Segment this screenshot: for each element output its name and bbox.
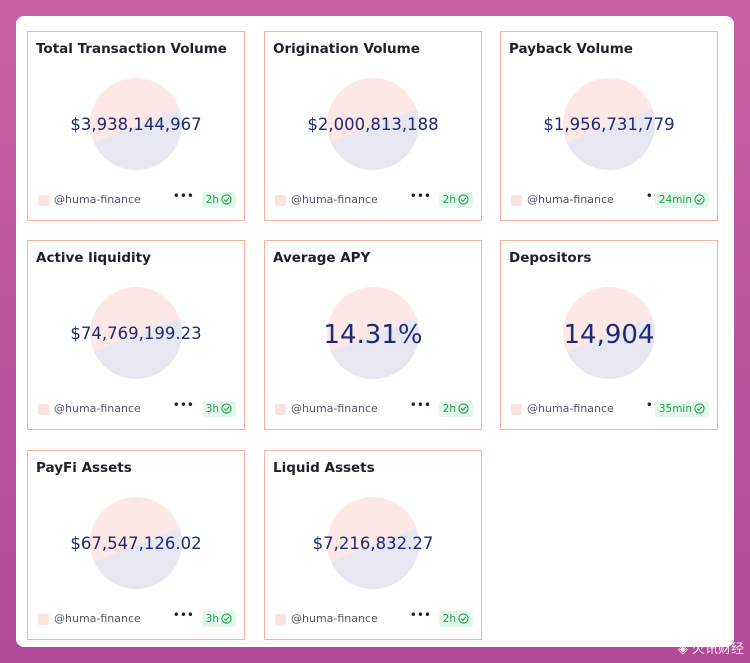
badge-label: 24min xyxy=(658,194,692,206)
pie-graphic xyxy=(90,287,182,379)
badge-label: 2h xyxy=(442,194,456,206)
badge-label: 3h xyxy=(205,403,219,415)
freshness-badge: 24min xyxy=(654,192,709,208)
card-title: PayFi Assets xyxy=(36,460,132,476)
card-title: Average APY xyxy=(273,250,371,266)
pie-graphic xyxy=(327,287,419,379)
metric-card-average-apy[interactable]: Average APY 14.31% @huma-finance ••• 2h xyxy=(264,240,482,430)
metric-card-payback-volume[interactable]: Payback Volume $1,956,731,779 @huma-fina… xyxy=(500,31,718,221)
pie-graphic xyxy=(327,497,419,589)
pie-graphic xyxy=(327,78,419,170)
author-handle[interactable]: @huma-finance xyxy=(291,402,378,415)
check-circle-icon xyxy=(458,403,469,414)
freshness-badge: 35min xyxy=(654,401,709,417)
card-footer: @huma-finance ••• 2h xyxy=(273,189,473,210)
check-circle-icon xyxy=(458,613,469,624)
more-options-icon[interactable]: ••• xyxy=(409,189,431,203)
check-circle-icon xyxy=(221,194,232,205)
card-footer: @huma-finance ••• 2h xyxy=(273,608,473,629)
pie-graphic xyxy=(90,78,182,170)
avatar xyxy=(275,404,286,415)
watermark: ◈ 火讯财经 xyxy=(677,642,744,657)
avatar xyxy=(38,614,49,625)
metric-card-active-liquidity[interactable]: Active liquidity $74,769,199.23 @huma-fi… xyxy=(27,240,245,430)
pie-graphic xyxy=(563,287,655,379)
check-circle-icon xyxy=(694,194,705,205)
card-title: Active liquidity xyxy=(36,250,151,266)
metric-card-payfi-assets[interactable]: PayFi Assets $67,547,126.02 @huma-financ… xyxy=(27,450,245,640)
badge-label: 3h xyxy=(205,613,219,625)
more-options-icon[interactable]: ••• xyxy=(409,398,431,412)
metric-value: $7,216,832.27 xyxy=(312,534,434,553)
check-circle-icon xyxy=(694,403,705,414)
badge-label: 2h xyxy=(442,403,456,415)
badge-label: 2h xyxy=(205,194,219,206)
check-circle-icon xyxy=(458,194,469,205)
more-options-icon[interactable]: ••• xyxy=(172,189,194,203)
author-handle[interactable]: @huma-finance xyxy=(527,193,614,206)
dashboard-panel: Total Transaction Volume $3,938,144,967 … xyxy=(16,16,734,647)
freshness-badge: 2h xyxy=(438,611,473,627)
metric-value: 14.31% xyxy=(323,320,423,350)
author-handle[interactable]: @huma-finance xyxy=(527,402,614,415)
freshness-badge: 3h xyxy=(201,401,236,417)
pie-graphic xyxy=(90,497,182,589)
avatar xyxy=(38,195,49,206)
metric-card-depositors[interactable]: Depositors 14,904 @huma-finance ••• 35mi… xyxy=(500,240,718,430)
metric-card-total-transaction-volume[interactable]: Total Transaction Volume $3,938,144,967 … xyxy=(27,31,245,221)
author-handle[interactable]: @huma-finance xyxy=(54,612,141,625)
freshness-badge: 3h xyxy=(201,611,236,627)
author-handle[interactable]: @huma-finance xyxy=(54,193,141,206)
avatar xyxy=(511,195,522,206)
avatar xyxy=(38,404,49,415)
check-circle-icon xyxy=(221,403,232,414)
card-footer: @huma-finance ••• 2h xyxy=(273,398,473,419)
pie-graphic xyxy=(563,78,655,170)
metric-value: $67,547,126.02 xyxy=(70,534,202,553)
metric-value: $3,938,144,967 xyxy=(70,115,202,134)
card-footer: @huma-finance ••• 3h xyxy=(36,398,236,419)
freshness-badge: 2h xyxy=(201,192,236,208)
card-title: Depositors xyxy=(509,250,592,266)
avatar xyxy=(275,195,286,206)
card-title: Total Transaction Volume xyxy=(36,41,227,57)
metric-value: $1,956,731,779 xyxy=(543,115,675,134)
freshness-badge: 2h xyxy=(438,401,473,417)
card-footer: @huma-finance ••• 3h xyxy=(36,608,236,629)
metric-card-origination-volume[interactable]: Origination Volume $2,000,813,188 @huma-… xyxy=(264,31,482,221)
card-footer: @huma-finance ••• 2h xyxy=(36,189,236,210)
metric-card-liquid-assets[interactable]: Liquid Assets $7,216,832.27 @huma-financ… xyxy=(264,450,482,640)
avatar xyxy=(275,614,286,625)
more-options-icon[interactable]: ••• xyxy=(409,608,431,622)
author-handle[interactable]: @huma-finance xyxy=(291,612,378,625)
badge-label: 2h xyxy=(442,613,456,625)
card-footer: @huma-finance ••• 35min xyxy=(509,398,709,419)
more-options-icon[interactable]: ••• xyxy=(172,398,194,412)
metric-value: 14,904 xyxy=(563,320,655,350)
card-title: Liquid Assets xyxy=(273,460,375,476)
check-circle-icon xyxy=(221,613,232,624)
card-footer: @huma-finance ••• 24min xyxy=(509,189,709,210)
metric-value: $74,769,199.23 xyxy=(70,324,202,343)
author-handle[interactable]: @huma-finance xyxy=(291,193,378,206)
more-options-icon[interactable]: ••• xyxy=(172,608,194,622)
metric-value: $2,000,813,188 xyxy=(307,115,439,134)
avatar xyxy=(511,404,522,415)
card-title: Payback Volume xyxy=(509,41,633,57)
badge-label: 35min xyxy=(658,403,692,415)
freshness-badge: 2h xyxy=(438,192,473,208)
card-title: Origination Volume xyxy=(273,41,420,57)
author-handle[interactable]: @huma-finance xyxy=(54,402,141,415)
